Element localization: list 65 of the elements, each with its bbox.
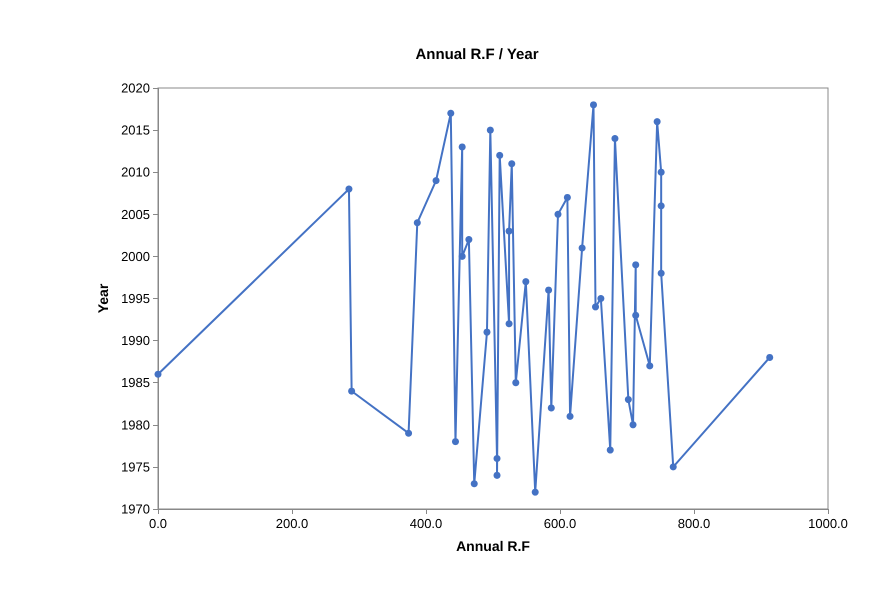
chart-title: Annual R.F / Year — [415, 46, 539, 63]
point — [630, 421, 637, 428]
point — [348, 388, 356, 395]
point — [632, 261, 640, 268]
point — [470, 480, 478, 488]
point — [658, 270, 665, 277]
point — [483, 328, 490, 336]
point — [465, 236, 472, 244]
point — [548, 404, 555, 412]
x-tick-label: 200.0 — [276, 516, 308, 531]
x-tick-label: 800.0 — [678, 516, 710, 531]
y-tick-label: 1980 — [121, 417, 150, 432]
point — [494, 472, 501, 479]
point — [532, 488, 539, 496]
point — [654, 118, 661, 126]
y-tick-label: 2005 — [121, 206, 150, 222]
y-tick-label: 1990 — [121, 333, 150, 348]
point — [545, 286, 552, 294]
point — [506, 320, 513, 328]
point — [670, 463, 677, 470]
point — [632, 312, 640, 319]
point — [486, 126, 494, 134]
y-tick-label: 2000 — [121, 248, 150, 264]
point — [508, 160, 516, 168]
point — [154, 370, 162, 378]
point — [624, 396, 632, 404]
point — [512, 379, 520, 386]
point — [566, 412, 574, 420]
point — [554, 210, 562, 218]
point — [578, 244, 586, 252]
y-tick-label: 2010 — [121, 164, 150, 180]
y-axis-title: Year — [95, 283, 111, 314]
y-tick-label: 2020 — [121, 80, 150, 96]
point — [564, 194, 571, 201]
y-tick-label: 1970 — [121, 502, 150, 516]
point — [496, 152, 504, 159]
point — [611, 135, 618, 142]
y-tick-label: 1975 — [121, 459, 150, 474]
point — [766, 354, 774, 361]
point — [458, 252, 466, 260]
point — [606, 446, 614, 454]
point — [447, 110, 454, 117]
point — [452, 438, 459, 446]
x-tick-label: 0.0 — [148, 516, 168, 531]
point — [414, 219, 421, 226]
point — [597, 295, 604, 302]
point — [494, 454, 501, 462]
point — [590, 101, 597, 108]
point — [592, 303, 600, 310]
point — [506, 228, 513, 235]
x-tick-label: 1000.0 — [808, 516, 848, 531]
point — [405, 430, 412, 437]
y-tick-label: 1995 — [121, 291, 150, 306]
point — [345, 186, 352, 193]
point — [658, 202, 665, 210]
y-tick-label: 1985 — [121, 375, 150, 390]
point — [646, 362, 654, 370]
x-tick-label: 600.0 — [544, 516, 576, 531]
point — [522, 278, 530, 286]
y-tick-label: 2015 — [121, 122, 150, 138]
x-axis-title: Annual R.F — [456, 538, 530, 554]
point — [458, 143, 466, 150]
x-tick-label: 400.0 — [410, 516, 442, 531]
point — [658, 168, 665, 176]
point — [432, 177, 440, 184]
